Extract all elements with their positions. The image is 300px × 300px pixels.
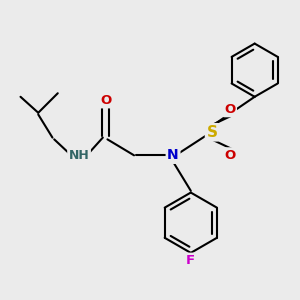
Text: F: F	[186, 254, 195, 267]
Text: O: O	[224, 103, 236, 116]
Text: S: S	[207, 125, 218, 140]
Text: N: N	[167, 148, 179, 162]
Text: O: O	[224, 149, 236, 162]
Text: NH: NH	[69, 149, 89, 162]
Text: O: O	[100, 94, 111, 107]
